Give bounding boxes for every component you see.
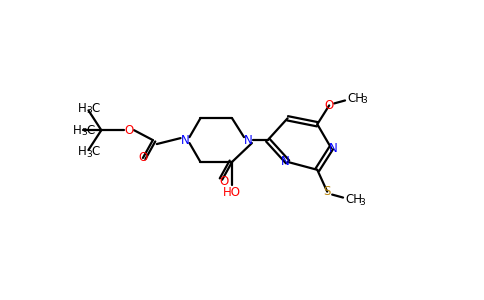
Text: C: C xyxy=(91,102,99,115)
Text: H: H xyxy=(73,124,81,137)
Text: HO: HO xyxy=(223,186,241,199)
Text: N: N xyxy=(181,134,190,147)
Text: H: H xyxy=(78,146,87,158)
Text: N: N xyxy=(329,142,337,154)
Text: C: C xyxy=(91,146,99,158)
Text: S: S xyxy=(323,185,331,198)
Text: N: N xyxy=(281,155,290,168)
Text: CH: CH xyxy=(347,92,364,105)
Text: O: O xyxy=(220,175,229,188)
Text: CH: CH xyxy=(345,193,362,206)
Text: O: O xyxy=(138,152,148,164)
Text: 3: 3 xyxy=(359,197,364,206)
Text: 3: 3 xyxy=(81,128,87,137)
Text: 3: 3 xyxy=(361,97,367,106)
Text: H: H xyxy=(78,102,87,115)
Text: O: O xyxy=(124,124,134,137)
Text: C: C xyxy=(86,124,94,137)
Text: N: N xyxy=(243,134,252,147)
Text: O: O xyxy=(325,99,334,112)
Text: 3: 3 xyxy=(87,150,92,159)
Text: 3: 3 xyxy=(87,106,92,116)
